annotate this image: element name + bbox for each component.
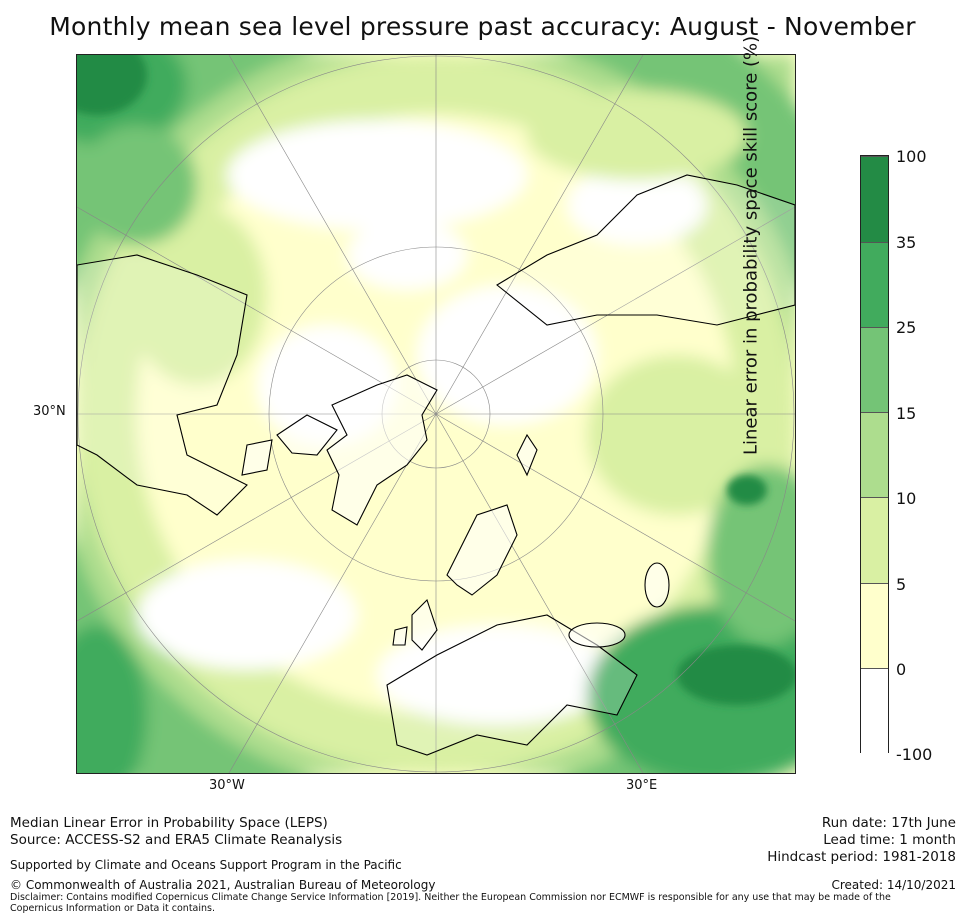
skill-score-map bbox=[76, 54, 796, 774]
lon-label-30w: 30°W bbox=[209, 778, 245, 793]
colorbar-tick: 15 bbox=[896, 404, 917, 423]
colorbar-title: Linear error in probability space skill … bbox=[740, 35, 762, 455]
colorbar-tick: -100 bbox=[896, 745, 933, 764]
lat-label-30n: 30°N bbox=[33, 404, 66, 419]
footer-left: Median Linear Error in Probability Space… bbox=[10, 815, 342, 849]
graticule bbox=[77, 55, 795, 773]
colorbar-tick: 5 bbox=[896, 575, 907, 594]
created-date: Created: 14/10/2021 bbox=[831, 878, 956, 892]
colorbar-tick: 10 bbox=[896, 489, 917, 508]
colorbar-tick: 35 bbox=[896, 233, 917, 252]
colorbar-bin bbox=[861, 497, 888, 583]
colorbar-bin bbox=[861, 412, 888, 497]
hindcast-period: Hindcast period: 1981-2018 bbox=[767, 849, 956, 865]
colorbar-bin bbox=[861, 327, 888, 412]
colorbar-tick: 25 bbox=[896, 318, 917, 337]
colorbar-bin bbox=[861, 583, 888, 668]
footer-copyright: © Commonwealth of Australia 2021, Austra… bbox=[10, 878, 436, 892]
footer-disclaimer: Disclaimer: Contains modified Copernicus… bbox=[10, 892, 891, 914]
footer-source: Source: ACCESS-S2 and ERA5 Climate Reana… bbox=[10, 832, 343, 848]
footer-method: Median Linear Error in Probability Space… bbox=[10, 815, 328, 831]
colorbar-bin bbox=[861, 242, 888, 327]
lon-label-30e: 30°E bbox=[626, 778, 658, 793]
footer-right: Run date: 17th June Lead time: 1 month H… bbox=[767, 815, 956, 866]
polar-map-svg bbox=[77, 55, 795, 773]
map-title: Monthly mean sea level pressure past acc… bbox=[49, 12, 916, 41]
lead-time: Lead time: 1 month bbox=[823, 832, 956, 848]
coastlines bbox=[77, 174, 795, 756]
colorbar-tick: 0 bbox=[896, 660, 907, 679]
footer-supported: Supported by Climate and Oceans Support … bbox=[10, 858, 402, 872]
run-date: Run date: 17th June bbox=[821, 815, 956, 831]
colorbar bbox=[860, 155, 889, 754]
colorbar-bin bbox=[861, 156, 888, 242]
colorbar-bin bbox=[861, 668, 888, 754]
colorbar-tick: 100 bbox=[896, 147, 927, 166]
